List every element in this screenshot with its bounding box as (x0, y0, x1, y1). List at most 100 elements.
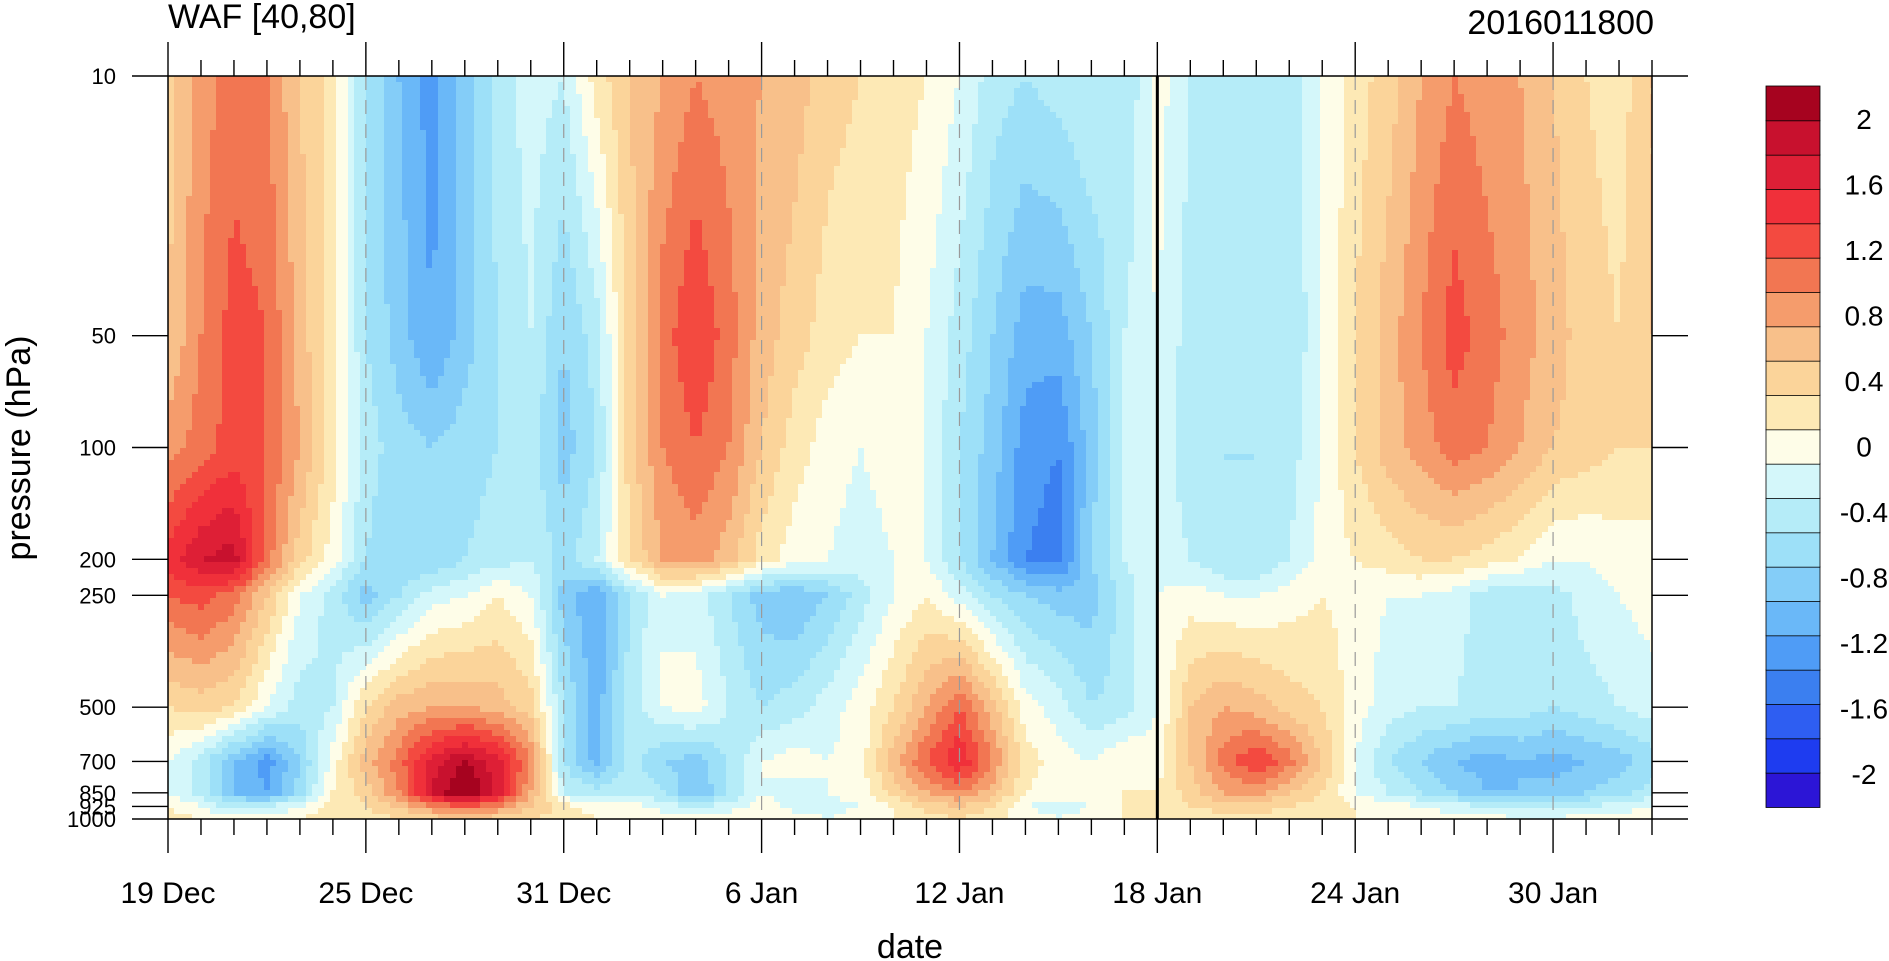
field-cell (882, 88, 889, 95)
field-cell (864, 82, 871, 89)
field-cell (1416, 82, 1423, 89)
field-cell (426, 100, 433, 107)
field-cell (252, 76, 259, 83)
field-cell (654, 82, 661, 89)
field-cell (900, 82, 907, 89)
field-cell (408, 100, 415, 107)
field-cell (258, 82, 265, 89)
field-cell (1200, 76, 1207, 83)
field-cell (1464, 88, 1471, 95)
field-cell (606, 88, 613, 95)
field-cell (1026, 88, 1033, 95)
field-cell (1512, 88, 1519, 95)
field-cell (528, 100, 535, 107)
field-cell (264, 94, 271, 101)
field-cell (384, 88, 391, 95)
field-cell (366, 82, 373, 89)
field-cell (774, 94, 781, 101)
field-cell (1104, 88, 1111, 95)
field-cell (636, 88, 643, 95)
field-cell (720, 94, 727, 101)
field-cell (1578, 88, 1585, 95)
field-cell (1182, 76, 1189, 83)
field-cell (1254, 76, 1261, 83)
field-cell (486, 94, 493, 101)
field-cell (1314, 88, 1321, 95)
field-cell (690, 94, 697, 101)
field-cell (960, 94, 967, 101)
field-cell (1590, 94, 1597, 101)
field-cell (468, 94, 475, 101)
field-cell (918, 94, 925, 101)
field-cell (1320, 82, 1327, 89)
field-cell (204, 76, 211, 83)
field-cell (1182, 94, 1189, 101)
field-cell (792, 94, 799, 101)
field-cell (1404, 76, 1411, 83)
field-cell (348, 94, 355, 101)
field-cell (990, 82, 997, 89)
field-cell (642, 100, 649, 107)
field-cell (1332, 82, 1339, 89)
field-cell (1122, 76, 1129, 83)
field-cell (714, 82, 721, 89)
field-cell (228, 76, 235, 83)
field-cell (192, 82, 199, 89)
field-cell (576, 94, 583, 101)
field-cell (1278, 82, 1285, 89)
field-cell (222, 82, 229, 89)
field-cell (1482, 82, 1489, 89)
field-cell (828, 82, 835, 89)
field-cell (324, 76, 331, 83)
field-cell (588, 76, 595, 83)
field-cell (1632, 82, 1639, 89)
field-cell (504, 88, 511, 95)
field-cell (486, 76, 493, 83)
field-cell (1518, 88, 1525, 95)
field-cell (1440, 76, 1447, 83)
field-cell (180, 94, 187, 101)
field-cell (1650, 94, 1657, 101)
field-cell (1626, 76, 1633, 83)
field-cell (894, 88, 901, 95)
field-cell (576, 76, 583, 83)
field-cell (180, 100, 187, 107)
field-cell (834, 76, 841, 83)
field-cell (1110, 94, 1117, 101)
field-cell (708, 76, 715, 83)
field-cell (390, 82, 397, 89)
field-cell (1524, 82, 1531, 89)
field-cell (1476, 88, 1483, 95)
field-cell (1644, 88, 1651, 95)
field-cell (1362, 88, 1369, 95)
field-cell (426, 88, 433, 95)
field-cell (1086, 82, 1093, 89)
field-cell (1518, 94, 1525, 101)
field-cell (318, 82, 325, 89)
field-cell (996, 76, 1003, 83)
field-cell (588, 82, 595, 89)
field-cell (294, 94, 301, 101)
field-cell (1404, 88, 1411, 95)
field-cell (1308, 76, 1315, 83)
field-cell (294, 100, 301, 107)
field-cell (990, 88, 997, 95)
field-cell (894, 82, 901, 89)
field-cell (1398, 94, 1405, 101)
field-cell (1158, 88, 1165, 95)
field-cell (678, 88, 685, 95)
field-cell (1176, 82, 1183, 89)
field-cell (654, 94, 661, 101)
field-cell (702, 88, 709, 95)
field-cell (1440, 94, 1447, 101)
field-cell (978, 76, 985, 83)
field-cell (954, 94, 961, 101)
field-cell (372, 94, 379, 101)
field-cell (1350, 94, 1357, 101)
field-cell (1632, 94, 1639, 101)
field-cell (300, 100, 307, 107)
field-cell (222, 88, 229, 95)
field-cell (456, 88, 463, 95)
field-cell (666, 82, 673, 89)
field-cell (636, 100, 643, 107)
